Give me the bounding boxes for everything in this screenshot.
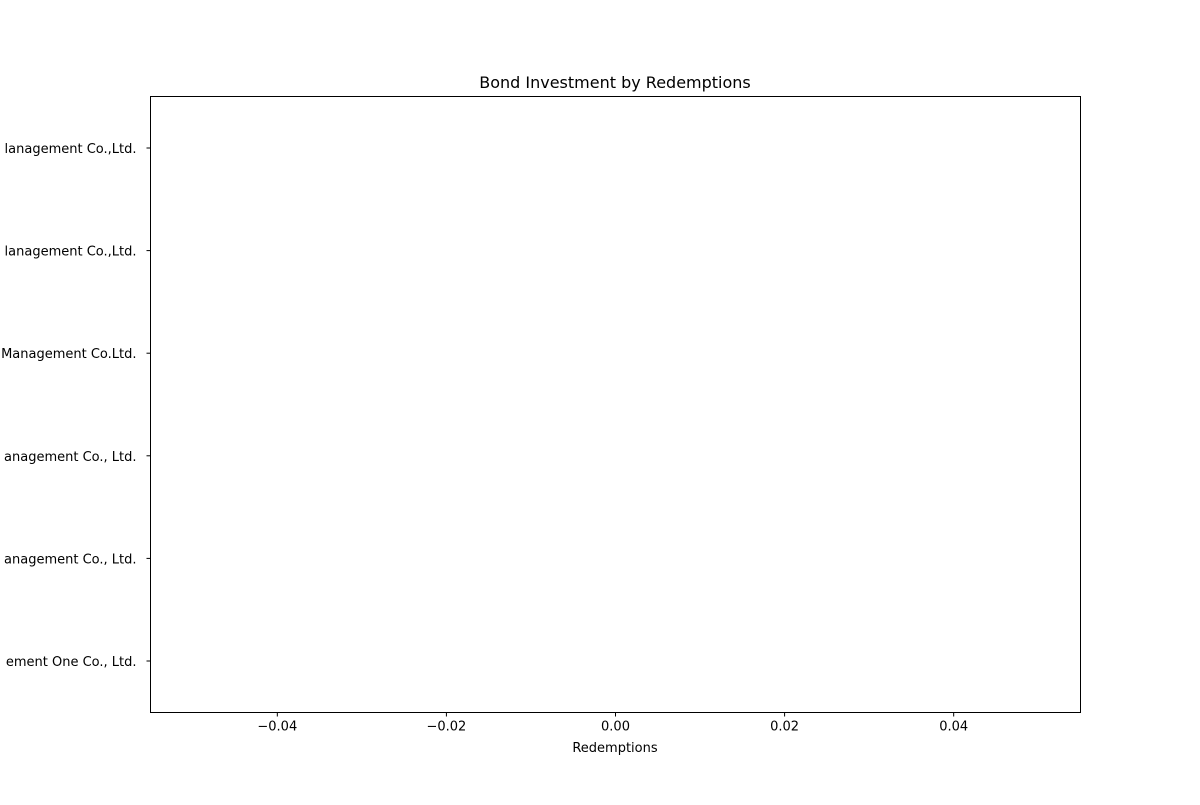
y-axis-ticks: ement One Co., Ltd. anagement Co., Ltd. an…	[1, 142, 151, 670]
y-tick-label: lanagement Co.,Ltd.	[5, 142, 137, 157]
chart-title: Bond Investment by Redemptions	[479, 73, 751, 92]
y-tick-label: ement One Co., Ltd.	[6, 655, 137, 670]
x-tick-label: 0.00	[601, 720, 630, 735]
y-tick-label: anagement Co., Ltd.	[4, 552, 136, 567]
y-tick-label: Management Co.Ltd.	[1, 347, 136, 362]
x-tick-label: −0.02	[426, 720, 466, 735]
x-tick-label: −0.04	[257, 720, 297, 735]
x-axis-ticks: −0.04 −0.02 0.00 0.02 0.04	[257, 712, 968, 735]
x-tick-label: 0.02	[770, 720, 799, 735]
x-axis-label: Redemptions	[572, 741, 658, 756]
x-tick-label: 0.04	[939, 720, 968, 735]
y-tick-label: lanagement Co.,Ltd.	[5, 245, 137, 260]
y-tick-label: anagement Co., Ltd.	[4, 450, 136, 465]
plot-frame	[150, 96, 1081, 713]
